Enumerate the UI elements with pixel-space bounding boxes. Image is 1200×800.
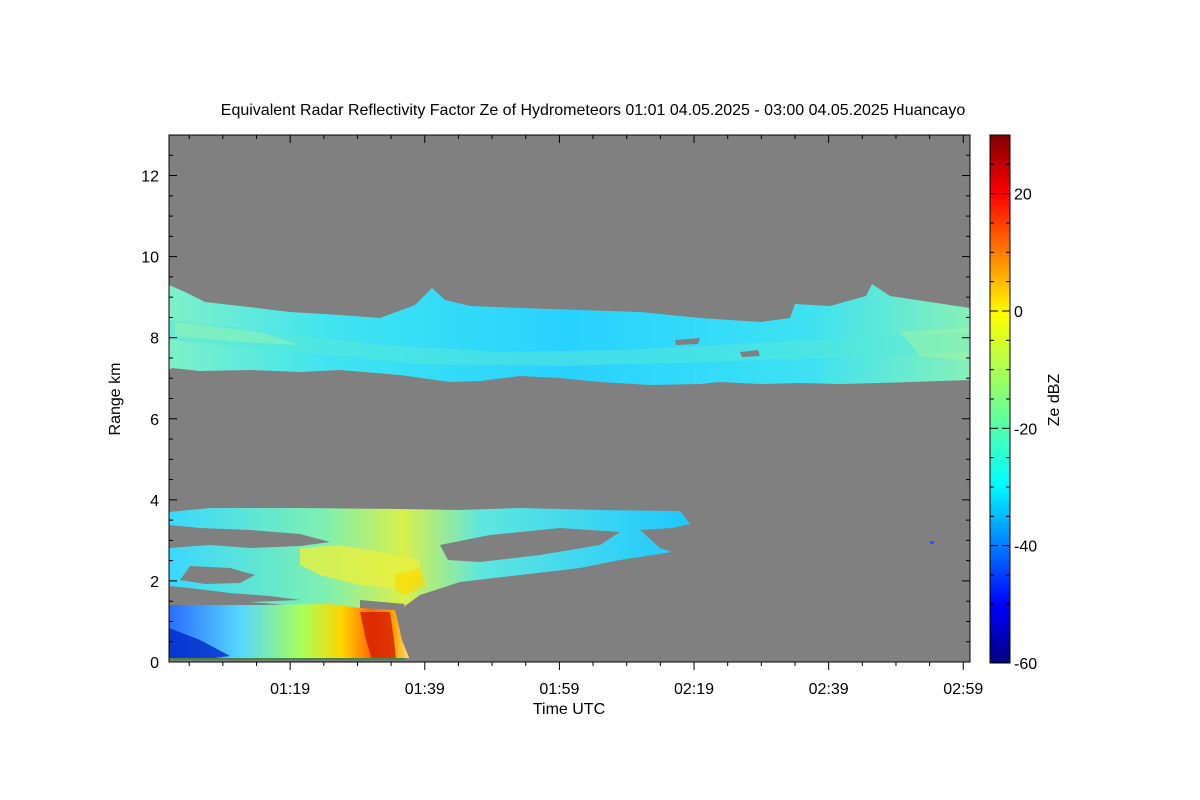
y-tick-label: 8 <box>150 331 159 348</box>
x-tick-label: 01:19 <box>270 681 310 698</box>
precipitation-column <box>169 604 410 660</box>
y-tick-label: 6 <box>150 412 159 429</box>
chart-title: Equivalent Radar Reflectivity Factor Ze … <box>221 102 966 119</box>
y-tick-label: 2 <box>150 574 159 591</box>
y-tick-label: 4 <box>150 493 159 510</box>
x-tick-label: 02:59 <box>943 681 983 698</box>
x-tick-label: 01:59 <box>539 681 579 698</box>
x-axis: 01:19 01:39 01:59 02:19 02:39 02:59 <box>188 135 983 698</box>
colorbar-tick-label: -60 <box>1014 656 1037 673</box>
colorbar-tick-label: 0 <box>1014 304 1023 321</box>
colorbar-tick-label: -40 <box>1014 539 1037 556</box>
y-tick-label: 0 <box>150 655 159 672</box>
y-axis: 0 2 4 6 8 10 12 <box>141 134 970 672</box>
reflectivity-field <box>169 284 970 662</box>
x-axis-label: Time UTC <box>533 701 605 718</box>
y-axis-label: Range km <box>107 363 124 436</box>
x-tick-label: 01:39 <box>405 681 445 698</box>
colorbar-tick-label: -20 <box>1014 421 1037 438</box>
colorbar-tick-label: 20 <box>1014 187 1032 204</box>
x-tick-label: 02:19 <box>674 681 714 698</box>
colorbar-label: Ze dBZ <box>1046 374 1063 427</box>
y-tick-label: 10 <box>141 250 159 267</box>
x-tick-label: 02:39 <box>809 681 849 698</box>
upper-cloud-layer <box>169 284 970 385</box>
y-tick-label: 12 <box>141 169 159 186</box>
colorbar-axis: -60 -40 -20 0 20 <box>990 134 1037 673</box>
